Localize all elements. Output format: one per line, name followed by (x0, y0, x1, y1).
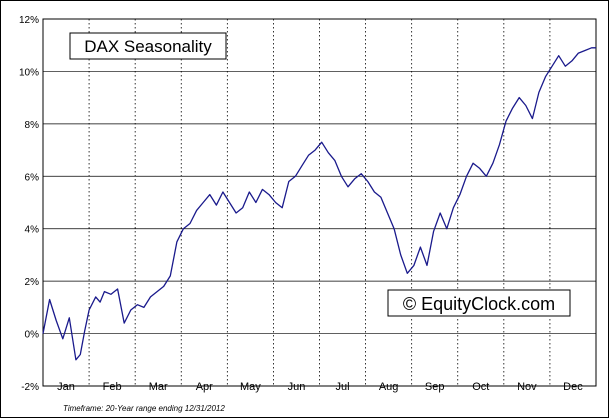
watermark-text: © EquityClock.com (403, 294, 555, 314)
chart-title-box (69, 32, 227, 60)
y-tick-label: 0% (25, 330, 40, 341)
month-gridlines (88, 19, 551, 386)
month-label: Jan (57, 381, 75, 393)
seasonality-line (42, 47, 596, 361)
y-tick-label: -2% (21, 382, 39, 393)
month-label: Sep (425, 381, 445, 393)
month-label: Nov (517, 381, 537, 393)
y-axis-ticks: -2% 0% 2% 4% 6% 8% 10% 12% (19, 15, 39, 393)
month-label: Jun (288, 381, 306, 393)
month-label: Aug (379, 381, 399, 393)
y-tick-label: 8% (25, 120, 40, 131)
month-label: Oct (472, 381, 489, 393)
y-tick-label: 12% (19, 15, 39, 26)
month-label: Feb (103, 381, 122, 393)
x-axis-month-labels: Jan Feb Mar Apr May Jun Jul Aug Sep Oct Nov Dec (57, 381, 583, 393)
watermark-box (387, 289, 571, 317)
y-tick-label: 10% (19, 67, 39, 78)
month-label: Apr (196, 381, 213, 393)
y-tick-label: 2% (25, 277, 40, 288)
month-label: May (240, 381, 261, 393)
month-label: Dec (563, 381, 583, 393)
chart-title: DAX Seasonality (84, 37, 212, 56)
plot-area (42, 18, 597, 387)
y-tick-label: 4% (25, 225, 40, 236)
series-layer (42, 47, 596, 361)
timeframe-footnote: Timeframe: 20-Year range ending 12/31/20… (63, 404, 225, 413)
month-label: Mar (149, 381, 168, 393)
month-label: Jul (336, 381, 350, 393)
y-tick-label: 6% (25, 172, 40, 183)
